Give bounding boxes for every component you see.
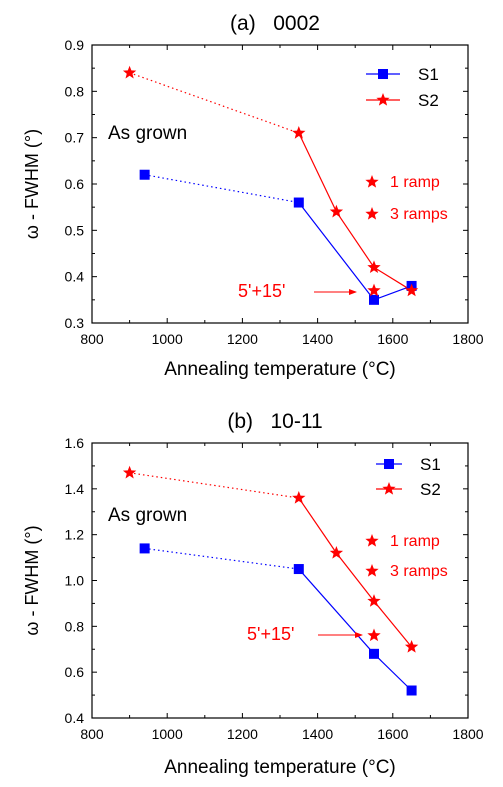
series-line-s2 <box>129 472 299 499</box>
series-line-s1 <box>298 202 375 301</box>
data-point-s1 <box>139 169 150 180</box>
x-tick-label: 1400 <box>302 726 333 742</box>
series-line-s2 <box>373 266 412 292</box>
x-tick-label: 1600 <box>377 331 408 347</box>
annotation-as-grown: As grown <box>108 123 187 144</box>
x-tick-label: 1000 <box>152 331 183 347</box>
plot-frame <box>91 442 469 719</box>
x-tick-label: 1200 <box>227 331 258 347</box>
data-point-s1 <box>406 685 417 696</box>
series-line-s2 <box>373 600 413 648</box>
legend-marker-s2 <box>376 93 390 106</box>
y-tick-label: 1.0 <box>65 573 85 589</box>
annotation-1-ramp: 1 ramp <box>390 533 440 550</box>
x-tick-label: 1800 <box>452 331 483 347</box>
legend-label-s1: S1 <box>418 65 439 84</box>
annotation-as-grown: As grown <box>108 505 187 526</box>
data-point-s1 <box>369 294 379 305</box>
annotation-time: 5'+15' <box>238 281 285 301</box>
annotation-1-ramp: 1 ramp <box>390 174 440 191</box>
legend-label-s2: S2 <box>418 91 439 110</box>
annotation-3-ramps: 3 ramps <box>390 563 448 580</box>
y-tick-label: 0.6 <box>65 664 85 680</box>
data-point-s2 <box>122 465 137 479</box>
data-point-s2-5-15 <box>367 283 381 297</box>
y-tick-label: 1.6 <box>65 435 85 451</box>
legend-marker-s1 <box>378 69 388 79</box>
series-line-s1 <box>144 174 299 204</box>
data-point-s2 <box>122 65 137 79</box>
x-tick-label: 1800 <box>452 726 483 742</box>
series-line-s1 <box>298 568 375 655</box>
x-tick-label: 1600 <box>377 726 408 742</box>
annotation-ramp1-star <box>365 175 379 188</box>
annotation-ramp3-star <box>365 207 379 220</box>
series-line-s2 <box>298 132 337 213</box>
data-point-s2 <box>367 260 381 274</box>
chart-panel-a: (a) 0002 800 1000 1200 1400 1600 1800 0.3 0.4 0.5… <box>22 12 484 380</box>
x-tick-label: 800 <box>80 726 104 742</box>
series-line-s2 <box>335 552 375 602</box>
y-tick-label: 0.4 <box>65 710 85 726</box>
x-tick-label: 1000 <box>152 726 183 742</box>
data-point-s2-5-15 <box>367 628 381 642</box>
y-tick-label: 0.9 <box>65 37 85 53</box>
data-point-s2 <box>404 283 419 297</box>
y-tick-label: 1.4 <box>65 481 85 497</box>
y-tick-label: 0.4 <box>65 269 85 285</box>
legend-label-s1: S1 <box>420 455 441 474</box>
legend-marker-s2 <box>382 482 396 495</box>
data-point-s2 <box>367 594 381 607</box>
data-point-s1 <box>139 543 150 554</box>
chart-title: (b) 10-11 <box>227 410 322 433</box>
series-line-s2 <box>298 497 337 554</box>
y-tick-label: 0.3 <box>65 315 85 331</box>
y-tick-label: 0.7 <box>65 130 85 146</box>
data-point-s2 <box>404 639 419 653</box>
x-axis-label: Annealing temperature (°C) <box>164 359 396 380</box>
data-point-s2 <box>292 126 306 139</box>
data-point-s2 <box>292 491 306 504</box>
annotation-ramp1-star <box>365 534 379 547</box>
data-point-s2 <box>329 546 344 559</box>
y-tick-label: 0.6 <box>65 176 85 192</box>
chart-title: (a) 0002 <box>230 12 320 35</box>
series-line-s1 <box>373 285 412 301</box>
annotation-3-ramps: 3 ramps <box>390 206 448 223</box>
x-tick-label: 800 <box>80 331 104 347</box>
data-point-s1 <box>293 197 304 208</box>
y-axis-label: ω - FWHM (°) <box>22 129 42 239</box>
x-tick-label: 1200 <box>227 726 258 742</box>
y-tick-label: 0.8 <box>65 618 85 634</box>
x-tick-label: 1400 <box>302 331 333 347</box>
series-line-s1 <box>373 653 413 691</box>
data-point-s1 <box>293 564 304 575</box>
data-point-s2 <box>329 204 344 218</box>
data-point-s1 <box>369 648 379 659</box>
annotation-time: 5'+15' <box>247 624 294 644</box>
x-axis-label: Annealing temperature (°C) <box>164 757 396 778</box>
y-axis-label: ω - FWHM (°) <box>22 525 42 635</box>
legend-label-s2: S2 <box>420 480 441 499</box>
series-line-s2 <box>335 211 375 268</box>
series-line-s2 <box>129 72 300 134</box>
annotation-ramp3-star <box>365 564 379 577</box>
chart-panel-b: (b) 10-11 800 1000 1200 1400 1600 1800 0.4 0.6 0.… <box>22 410 484 778</box>
legend-marker-s1 <box>384 459 394 469</box>
series-line-s1 <box>144 547 299 570</box>
y-tick-label: 0.8 <box>65 83 85 99</box>
y-tick-label: 0.5 <box>65 222 85 238</box>
y-tick-label: 1.2 <box>65 527 85 543</box>
